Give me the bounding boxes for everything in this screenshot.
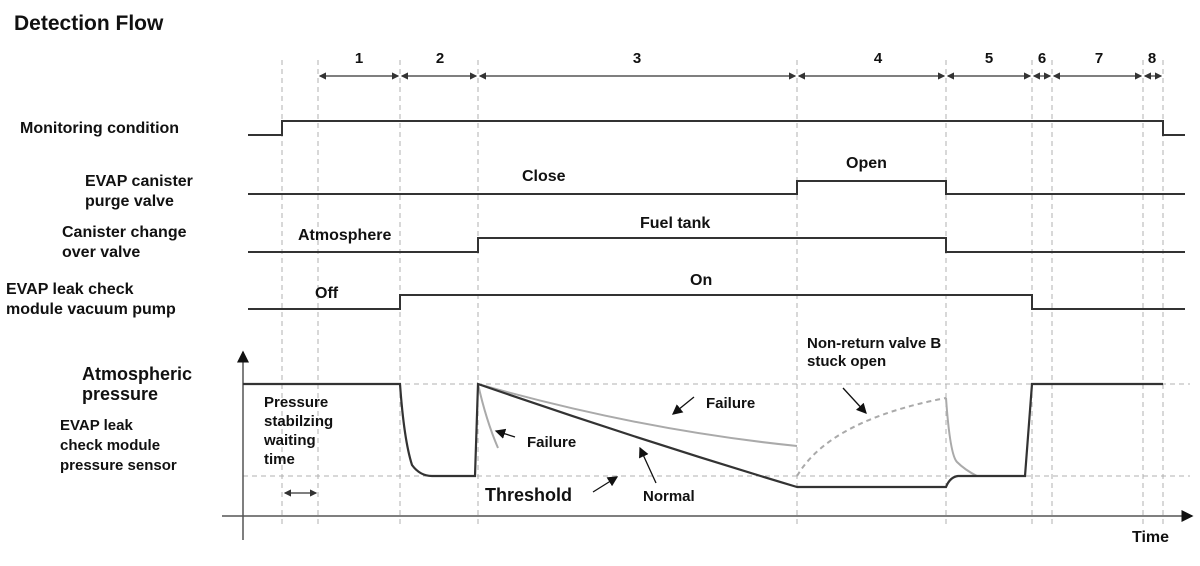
phase-label: 2 [436,50,444,67]
failure-label-fast: Failure [527,434,576,451]
annotation-arrows [494,387,867,493]
changeover-valve-waveform [248,237,1185,253]
purge-valve-label: purge valve [85,193,174,210]
atmospheric-pressure-label: Atmospheric [82,364,192,384]
threshold-label: Threshold [485,485,572,505]
vacuum-pump-label: module vacuum pump [6,301,176,318]
purge-valve-waveform [248,180,1185,195]
purge-state-close: Close [522,168,566,185]
monitoring-waveform [248,120,1185,136]
normal-pressure-curve [243,382,1163,489]
purge-failure-curve [945,397,978,477]
wait-time-label: Pressure [264,394,328,411]
wait-time-label: waiting [263,432,316,449]
pressure-sensor-label: pressure sensor [60,457,177,474]
wait-time-label: stabilzing [264,413,333,430]
phase-label: 7 [1095,50,1103,67]
wait-time-label: time [264,451,295,468]
nonreturn-valve-label: Non-return valve B [807,335,941,352]
failure-label-slow: Failure [706,395,755,412]
purge-valve-label: EVAP canister [85,173,193,190]
failure-slow-curve [477,383,798,447]
diagram-title: Detection Flow [14,12,164,35]
pump-state-on: On [690,272,712,289]
changeover-state-atmosphere: Atmosphere [298,227,391,244]
phase-label: 4 [874,50,883,67]
pressure-sensor-label: EVAP leak [60,417,133,434]
nonreturn-valve-label: stuck open [807,353,886,370]
vacuum-pump-label: EVAP leak check [6,281,134,298]
time-axis-label: Time [1132,529,1169,546]
signal-waveforms [248,120,1185,310]
failure-fast-curve [477,383,499,449]
changeover-valve-label: over valve [62,244,140,261]
atmospheric-pressure-label: pressure [82,384,158,404]
phase-label: 3 [633,50,641,67]
phase-label: 8 [1148,50,1156,67]
changeover-valve-label: Canister change [62,224,187,241]
phase-gridlines [281,60,1164,525]
phase-label: 1 [355,50,363,67]
vacuum-pump-waveform [248,294,1185,310]
normal-label: Normal [643,488,695,505]
nonreturn-failure-curve [796,397,947,477]
axes [222,350,1194,540]
monitoring-label: Monitoring condition [20,120,179,137]
pump-state-off: Off [315,285,339,302]
phase-label: 6 [1038,50,1046,67]
purge-state-open: Open [846,155,887,172]
changeover-state-fuel-tank: Fuel tank [640,215,710,232]
phase-label: 5 [985,50,993,67]
pressure-sensor-label: check module [60,437,160,454]
